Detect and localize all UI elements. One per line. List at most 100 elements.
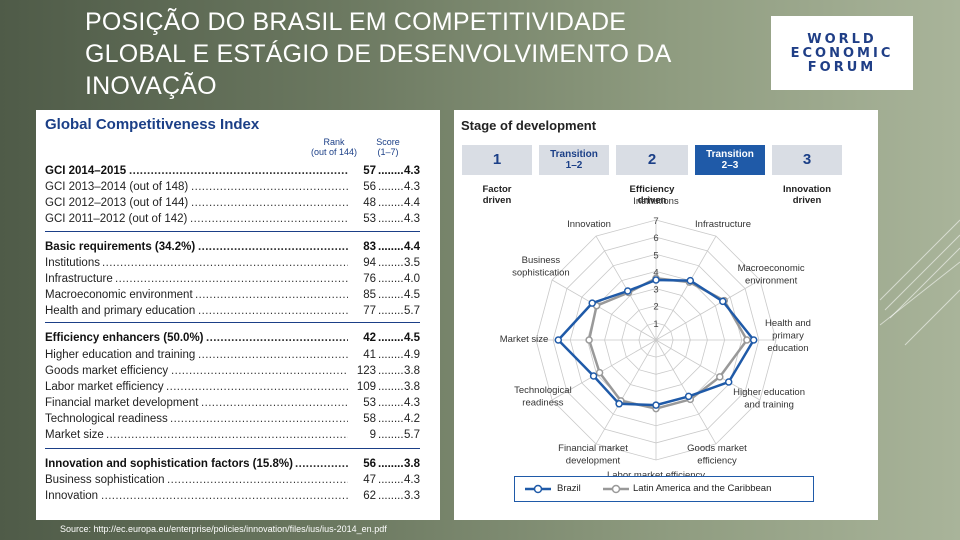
radar-axis-label: Innovation xyxy=(567,219,611,230)
radar-point xyxy=(716,373,724,381)
radar-point xyxy=(719,297,727,306)
stage-label-factor: Factor driven xyxy=(462,184,532,206)
row-score: 4.4 xyxy=(404,197,420,209)
radar-point xyxy=(595,368,604,377)
leader-dots: .......... xyxy=(378,165,404,177)
leader-dots: ........................................… xyxy=(191,197,348,209)
leader-dots: .......... xyxy=(378,257,404,269)
radar-spoke xyxy=(551,339,657,401)
radar-axis-label: efficiency xyxy=(697,456,737,467)
radar-tick-label: 1 xyxy=(653,319,658,330)
score-header-label: Score xyxy=(376,137,400,147)
leader-dots: ........................................… xyxy=(198,349,348,361)
radar-point xyxy=(623,287,632,295)
legend-latam-marker xyxy=(603,484,629,494)
row-score: 4.3 xyxy=(404,397,420,409)
radar-point xyxy=(615,400,623,408)
leader-dots: .......... xyxy=(378,197,404,209)
title-line-1: POSIÇÃO DO BRASIL EM COMPETITIVIDADE xyxy=(85,8,627,36)
radar-axis-label: Health and xyxy=(765,318,811,329)
rank-header-label: Rank xyxy=(323,137,345,147)
radar-axis-label: education xyxy=(767,343,808,354)
table-row: Higher education and training 41.........… xyxy=(45,349,420,364)
row-rank: 53 xyxy=(363,213,376,225)
radar-chart: 1 2 3 4 5 6 7 Institutions Infrastructure Macroec… xyxy=(500,196,811,481)
table-row: GCI 2011–2012 (out of 142) 53..........4.… xyxy=(45,213,420,228)
table-row: Financial market development 53..........… xyxy=(45,397,420,412)
row-rank: 123 xyxy=(356,365,376,377)
row-rank: 58 xyxy=(363,413,376,425)
stage-box-transition-1-2: Transition 1–2 xyxy=(539,145,609,175)
stage-box-1: 1 xyxy=(462,145,532,175)
row-label: Efficiency enhancers (50.0%) xyxy=(45,332,204,344)
radar-tick-label: 3 xyxy=(653,285,658,296)
radar-axis-label: Institutions xyxy=(633,196,679,207)
gci-panel: Global Competitiveness Index Rank (out o… xyxy=(36,110,440,520)
radar-point xyxy=(749,336,758,344)
table-row: Health and primary education 77..........… xyxy=(45,305,420,320)
radar-spoke xyxy=(655,339,761,401)
table-row: Technological readiness 58..........4.2..… xyxy=(45,413,420,428)
row-score: 4.3 xyxy=(404,165,420,177)
legend-latam-label: Latin America and the Caribbean xyxy=(633,483,772,494)
radar-spoke xyxy=(655,235,717,341)
radar-spoke xyxy=(551,279,657,341)
row-rank: 85 xyxy=(363,289,376,301)
radar-axis-label: Infrastructure xyxy=(695,219,751,230)
table-row: Infrastructure 76..........4.0...........… xyxy=(45,273,420,288)
row-rank: 62 xyxy=(363,490,376,502)
row-score: 3.3 xyxy=(404,490,420,502)
radar-point xyxy=(589,372,598,380)
radar-axis-label: Higher education xyxy=(733,387,805,398)
table-row: Goods market efficiency 123..........3.8.… xyxy=(45,365,420,380)
row-rank: 56 xyxy=(363,181,376,193)
stage-label-text: Efficiency xyxy=(629,184,675,195)
radar-axis-label: Business xyxy=(522,255,561,266)
leader-dots: ........................................… xyxy=(198,305,348,317)
leader-dots: .......... xyxy=(378,458,404,470)
rank-header: Rank (out of 144) xyxy=(301,137,367,157)
stage-label-text: Innovation xyxy=(782,184,832,195)
row-label: Market size xyxy=(45,429,104,441)
row-label: GCI 2014–2015 xyxy=(45,165,127,177)
leader-dots: .......... xyxy=(378,349,404,361)
leader-dots: ........................................… xyxy=(115,273,348,285)
leader-dots: .......... xyxy=(378,474,404,486)
table-row: Basic requirements (34.2%) 83..........4.… xyxy=(45,241,420,256)
radar-tick-label: 6 xyxy=(653,233,658,244)
radar-spoke xyxy=(655,279,761,341)
leader-dots: ........................................… xyxy=(201,397,348,409)
leader-dots: .......... xyxy=(378,213,404,225)
stage-label-efficiency: Efficiency driven xyxy=(616,184,688,206)
leader-dots: .......... xyxy=(378,241,404,253)
row-label: Higher education and training xyxy=(45,349,196,361)
radar-point xyxy=(743,336,751,344)
row-rank: 76 xyxy=(363,273,376,285)
table-row: Innovation 62..........3.3...............… xyxy=(45,490,420,505)
radar-axis-label: sophistication xyxy=(512,268,570,279)
stage-box-2: 2 xyxy=(616,145,688,175)
row-rank: 42 xyxy=(363,332,376,344)
radar-point xyxy=(588,299,596,307)
row-score: 4.9 xyxy=(404,349,420,361)
logo-line-2: ECONOMIC xyxy=(790,46,894,61)
leader-dots: ........................................… xyxy=(106,429,348,441)
logo-line-3: FORUM xyxy=(807,60,877,75)
leader-dots: ........................................… xyxy=(167,474,348,486)
stage-label-text: driven xyxy=(482,195,512,206)
row-score: 3.5 xyxy=(404,257,420,269)
radar-axis-label: Technological xyxy=(514,385,572,396)
radar-axis-label: and training xyxy=(744,400,794,411)
leader-dots: .......... xyxy=(378,397,404,409)
row-label: GCI 2011–2012 (out of 142) xyxy=(45,213,188,225)
radar-point xyxy=(652,276,660,284)
row-rank: 56 xyxy=(363,458,376,470)
leader-dots: ........................................… xyxy=(170,413,348,425)
table-separator xyxy=(45,448,420,449)
leader-dots: ........................................… xyxy=(101,490,348,502)
table-row: Labor market efficiency 109..........3.8.… xyxy=(45,381,420,396)
radar-axis-label: primary xyxy=(772,331,804,342)
row-score: 5.7 xyxy=(404,305,420,317)
leader-dots: .......... xyxy=(378,273,404,285)
leader-dots: ........................................… xyxy=(102,257,348,269)
